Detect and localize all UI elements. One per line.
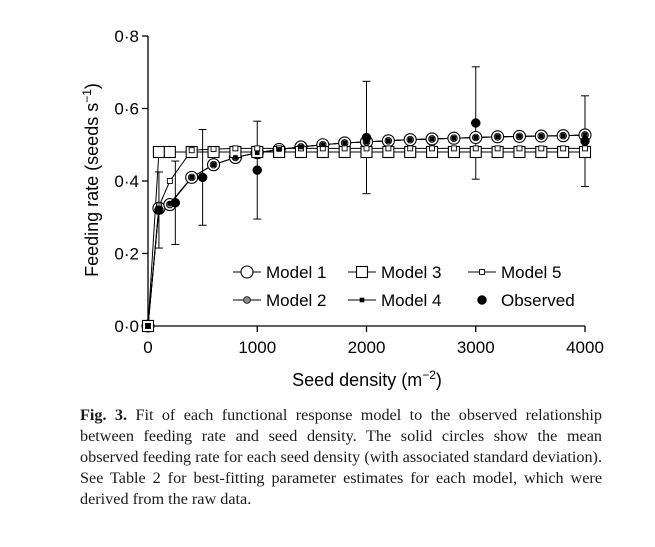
point-model-4 <box>145 323 151 329</box>
point-model-5 <box>560 145 567 152</box>
series-markers <box>141 118 592 333</box>
point-model-4 <box>386 138 391 144</box>
x-tick-label: 3000 <box>457 338 495 357</box>
x-tick-label: 0 <box>143 338 152 357</box>
y-tick-label: 0·2 <box>114 245 139 264</box>
point-model-4 <box>582 132 588 138</box>
point-model-4 <box>342 140 347 146</box>
point-model-4 <box>298 144 304 150</box>
point-model-3 <box>152 145 165 159</box>
point-model-4 <box>233 155 238 160</box>
y-tick-label: 0·6 <box>114 100 139 119</box>
y-tick-label: 0·0 <box>114 317 139 336</box>
point-model-4 <box>451 135 457 141</box>
x-tick-label: 4000 <box>566 338 604 357</box>
point-model-5 <box>385 145 392 152</box>
chart-legend: Model 1 Model 3 Model 5 Model 2 Model 4 Obser… <box>233 263 575 310</box>
point-observed <box>361 132 372 143</box>
y-tick-label: 0·4 <box>114 172 139 191</box>
legend-marker <box>355 265 369 279</box>
legend-label: Model 1 <box>266 263 326 282</box>
legend-label: Observed <box>501 291 575 310</box>
legend-marker <box>479 269 485 275</box>
legend-label: Model 3 <box>381 263 441 282</box>
legend-marker <box>359 297 365 303</box>
point-model-4 <box>517 134 522 139</box>
point-model-5 <box>472 145 479 152</box>
legend-label: Model 2 <box>266 291 326 310</box>
x-axis-label: Seed density (m−2) <box>292 368 442 390</box>
point-model-4 <box>538 133 544 139</box>
series-lines <box>147 134 586 327</box>
x-axis-ticks: 0 1000 2000 3000 4000 <box>143 326 604 357</box>
point-model-5 <box>232 145 239 152</box>
caption-label: Fig. 3. <box>80 406 128 424</box>
legend-marker <box>477 295 487 305</box>
y-tick-label: 0·8 <box>114 27 139 46</box>
point-model-4 <box>473 135 479 140</box>
legend-label: Model 5 <box>501 263 561 282</box>
point-model-5 <box>494 145 501 152</box>
legend-marker <box>240 265 254 279</box>
caption-text: Fit of each functional response model to… <box>80 406 602 508</box>
point-model-4 <box>189 175 194 180</box>
point-observed <box>471 118 481 128</box>
feeding-rate-chart: 0·0 0·2 0·4 0·6 0·8 0 1000 2000 3000 4000 Model … <box>80 27 604 390</box>
point-model-5 <box>538 145 545 152</box>
figure-caption: Fig. 3. Fit of each functional response … <box>80 405 602 510</box>
point-model-5 <box>516 145 523 152</box>
point-observed <box>154 205 164 215</box>
point-model-4 <box>560 133 566 138</box>
point-model-5 <box>341 145 348 152</box>
x-tick-label: 2000 <box>348 338 386 357</box>
point-observed <box>252 165 262 175</box>
x-tick-label: 1000 <box>238 338 276 357</box>
legend-label: Model 4 <box>381 291 441 310</box>
point-model-4 <box>429 136 435 142</box>
series-line-model-3 <box>147 151 585 327</box>
point-observed <box>580 136 590 146</box>
point-observed <box>170 198 181 208</box>
point-model-5 <box>407 145 414 152</box>
legend-marker <box>243 296 251 304</box>
series-line-model-5 <box>147 147 585 327</box>
point-model-3 <box>163 145 176 159</box>
point-model-4 <box>495 134 500 140</box>
point-model-4 <box>407 137 413 142</box>
y-axis-ticks: 0·0 0·2 0·4 0·6 0·8 <box>114 27 148 336</box>
point-observed <box>197 172 208 183</box>
point-model-5 <box>582 145 588 152</box>
point-model-4 <box>211 162 216 167</box>
point-model-4 <box>320 142 326 148</box>
point-model-5 <box>429 145 435 152</box>
point-model-4 <box>276 147 282 152</box>
point-model-5 <box>254 145 261 152</box>
point-model-5 <box>450 145 457 152</box>
point-model-5 <box>210 146 217 153</box>
point-model-5 <box>166 178 173 184</box>
series-line-model-4 <box>147 134 586 327</box>
y-axis-label: Feeding rate (seeds s−1) <box>80 83 102 277</box>
point-model-4 <box>254 150 260 156</box>
point-model-5 <box>363 145 370 152</box>
point-model-5 <box>188 147 195 154</box>
